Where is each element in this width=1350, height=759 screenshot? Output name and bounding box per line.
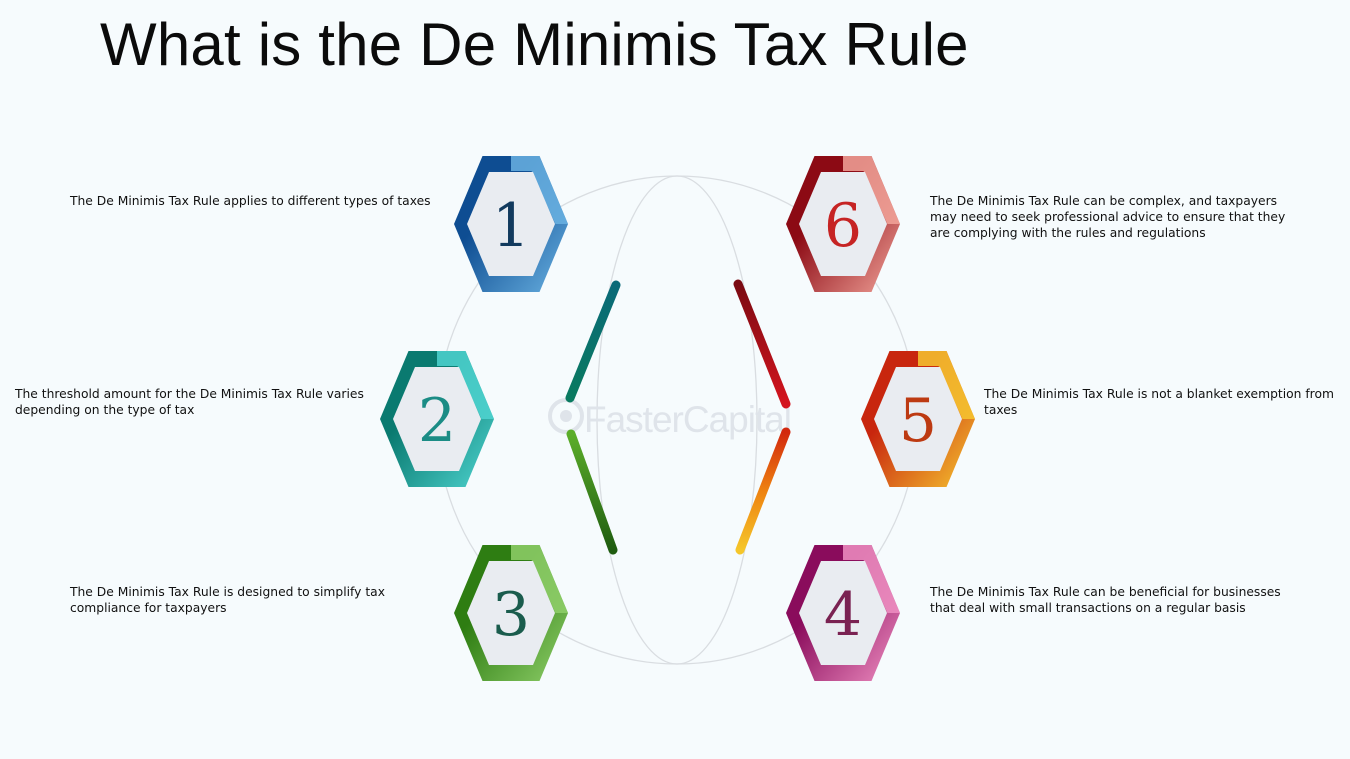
item-2-description: The threshold amount for the De Minimis …	[15, 387, 364, 417]
hexagon-4-number: 4	[824, 580, 862, 650]
hexagon-3-face	[467, 561, 555, 665]
hexagon-6: 6	[786, 156, 900, 292]
hexagon-5-accent	[918, 351, 975, 419]
item-5-description: The De Minimis Tax Rule is not a blanket…	[984, 387, 1334, 417]
center-segment-lower-left	[566, 429, 618, 555]
item-1-description: The De Minimis Tax Rule applies to diffe…	[70, 194, 431, 208]
hexagon-6-face	[799, 172, 887, 276]
hexagon-1-face	[467, 172, 555, 276]
watermark-logo: FasterCapital	[548, 398, 792, 440]
hexagon-3-accent	[511, 545, 568, 613]
hexagon-1-number: 1	[492, 191, 530, 261]
hexagon-2-number: 2	[418, 386, 456, 456]
hexagon-1-accent	[511, 156, 568, 224]
watermark-text: FasterCapital	[584, 399, 791, 440]
item-3-description: The De Minimis Tax Rule is designed to s…	[70, 585, 385, 615]
center-segment-upper-right	[733, 279, 791, 409]
numbered-hexagons: 1 2 3 4 5 6	[380, 156, 975, 681]
hexagon-5-face	[874, 367, 962, 471]
hexagon-4-face	[799, 561, 887, 665]
center-segment-lower-right	[735, 427, 791, 555]
hexagon-1: 1	[454, 156, 568, 292]
hexagon-2: 2	[380, 351, 494, 487]
item-6-description: The De Minimis Tax Rule can be complex, …	[930, 194, 1286, 240]
hexagon-6-number: 6	[824, 191, 862, 261]
hexagon-3-number: 3	[492, 580, 530, 650]
hexagon-6-accent	[843, 156, 900, 224]
item-4-description: The De Minimis Tax Rule can be beneficia…	[930, 585, 1281, 615]
hexagon-5-number: 5	[899, 386, 937, 456]
hexagon-5: 5	[861, 351, 975, 487]
center-segment-upper-left	[565, 280, 621, 403]
hexagon-2-accent	[437, 351, 494, 419]
page-title: What is the De Minimis Tax Rule	[100, 11, 969, 78]
hexagon-3: 3	[454, 545, 568, 681]
hexagon-2-face	[393, 367, 481, 471]
center-hexagon	[565, 275, 791, 562]
hexagon-4: 4	[786, 545, 900, 681]
hexagon-4-accent	[843, 545, 900, 613]
